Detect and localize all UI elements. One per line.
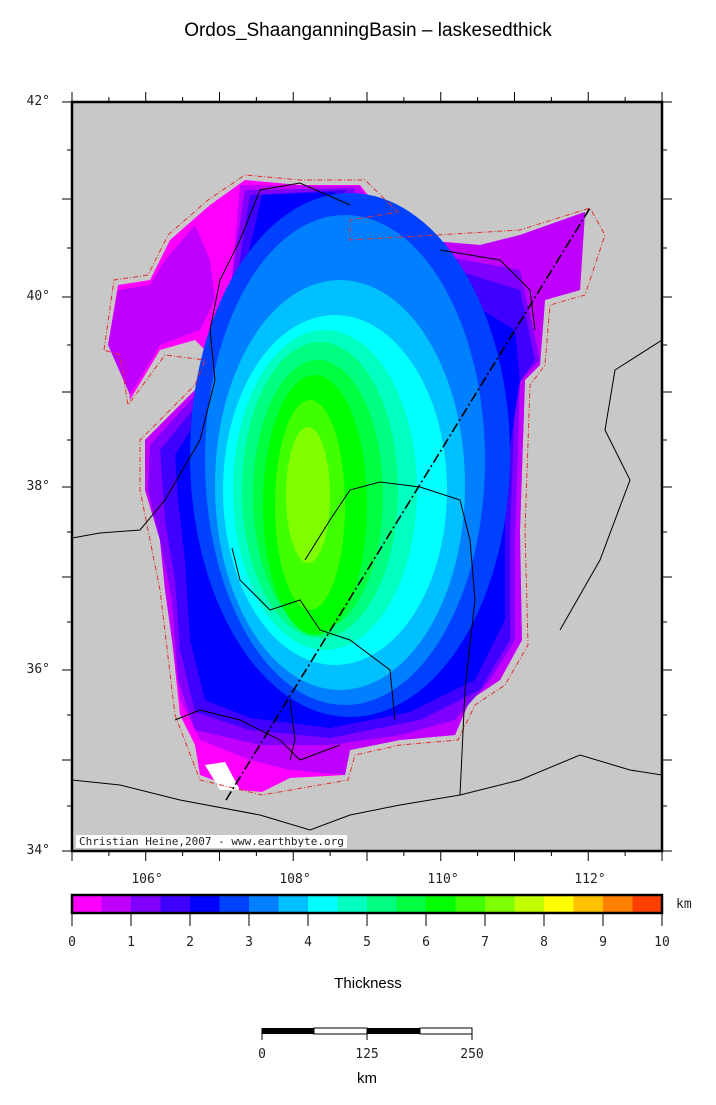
colorbar-swatch xyxy=(544,895,574,913)
basin-outline xyxy=(103,174,606,796)
map-credit: Christian Heine,2007 - www.earthbyte.org xyxy=(76,835,347,848)
no-data-patch xyxy=(205,762,240,790)
colorbar-swatch xyxy=(485,895,515,913)
colorbar-tick-label: 2 xyxy=(186,935,194,950)
colorbar-swatch xyxy=(160,895,191,913)
colorbar-tick-label: 4 xyxy=(304,935,312,950)
colorbar-swatch xyxy=(101,895,132,913)
colorbar-swatch xyxy=(367,895,397,913)
map-title: Ordos_ShaanganningBasin – laskesedthick xyxy=(184,20,552,41)
lon-label: 108° xyxy=(279,872,311,887)
colorbar-swatch xyxy=(573,895,604,913)
colorbar-tick-label: 9 xyxy=(599,935,607,950)
colorbar-tick-label: 0 xyxy=(68,935,76,950)
scale-segment xyxy=(419,1027,473,1035)
colorbar-swatch xyxy=(219,895,250,913)
cross-section-line xyxy=(225,207,591,801)
colorbar-tick-label: 3 xyxy=(245,935,253,950)
contour-7.5-8 xyxy=(286,427,330,563)
colorbar-swatch xyxy=(190,895,220,913)
lon-label: 112° xyxy=(574,872,606,887)
colorbar-swatch xyxy=(72,895,102,913)
colorbar-tick-label: 10 xyxy=(654,935,670,950)
lat-label: 34° xyxy=(26,843,50,858)
colorbar-swatch xyxy=(426,895,456,913)
scale-segment xyxy=(262,1028,314,1034)
scale-label: 0 xyxy=(258,1047,266,1062)
scale-bar xyxy=(261,1027,473,1040)
scale-label: 125 xyxy=(355,1047,379,1062)
lat-label: 42° xyxy=(26,94,50,109)
colorbar-tick-label: 6 xyxy=(422,935,430,950)
colorbar-unit: km xyxy=(676,897,692,912)
lon-label: 106° xyxy=(131,872,163,887)
geographic-lines xyxy=(72,182,662,831)
colorbar-swatch xyxy=(131,895,161,913)
lat-label: 40° xyxy=(26,289,50,304)
colorbar-swatch xyxy=(308,895,338,913)
colorbar-swatch xyxy=(396,895,427,913)
colorbar xyxy=(70,893,664,926)
colorbar-swatch xyxy=(603,895,633,913)
colorbar-swatch xyxy=(278,895,309,913)
colorbar-tick-label: 1 xyxy=(127,935,135,950)
scale-segment xyxy=(367,1028,420,1034)
lat-label: 36° xyxy=(26,662,50,677)
colorbar-label: Thickness xyxy=(334,975,402,992)
colorbar-swatch xyxy=(337,895,368,913)
colorbar-tick-label: 8 xyxy=(540,935,548,950)
scale-segment xyxy=(313,1027,368,1035)
colorbar-swatch xyxy=(249,895,279,913)
lon-label: 110° xyxy=(427,872,459,887)
colorbar-swatch xyxy=(514,895,545,913)
colorbar-swatch xyxy=(632,895,663,913)
frame-ticks xyxy=(62,92,672,861)
lat-label: 38° xyxy=(26,479,50,494)
colorbar-tick-label: 5 xyxy=(363,935,371,950)
scale-label: 250 xyxy=(460,1047,484,1062)
thickness-field xyxy=(72,174,662,831)
colorbar-tick-label: 7 xyxy=(481,935,489,950)
scale-unit: km xyxy=(357,1070,377,1087)
colorbar-swatch xyxy=(455,895,486,913)
